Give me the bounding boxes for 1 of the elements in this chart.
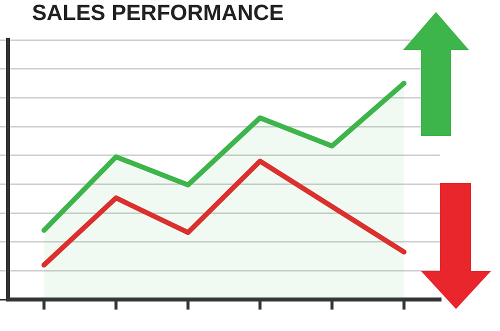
chart-title: SALES PERFORMANCE <box>32 0 284 26</box>
